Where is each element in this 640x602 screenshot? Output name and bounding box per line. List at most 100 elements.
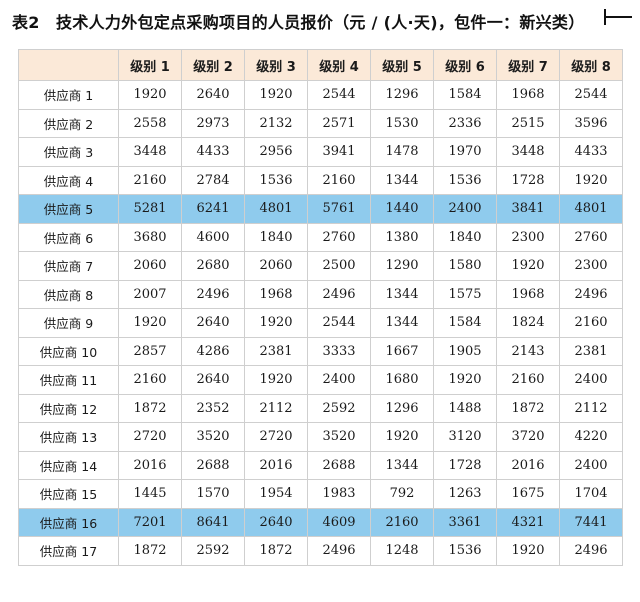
- price-cell: 5761: [307, 194, 371, 224]
- price-cell: 1290: [370, 251, 434, 281]
- price-cell: 2720: [118, 422, 182, 452]
- price-cell: 1840: [433, 222, 497, 252]
- price-cell: 4220: [559, 422, 623, 452]
- supplier-name-cell: 供应商 7: [18, 251, 119, 281]
- price-cell: 2381: [559, 336, 623, 366]
- price-cell: 1296: [370, 80, 434, 110]
- price-cell: 4433: [559, 137, 623, 167]
- price-cell: 1920: [559, 165, 623, 195]
- price-cell: 2352: [181, 393, 245, 423]
- price-cell: 2381: [244, 336, 308, 366]
- price-cell: 1920: [118, 308, 182, 338]
- price-cell: 2300: [496, 222, 560, 252]
- price-cell: 3361: [433, 507, 497, 537]
- price-cell: 1445: [118, 479, 182, 509]
- table-body: 供应商 1 1920 2640 1920 2544 1296 1584 1968 2544 供应商…: [18, 80, 623, 566]
- price-cell: 1478: [370, 137, 434, 167]
- table-title: 表2 技术人力外包定点采购项目的人员报价（元 / (人·天)，包件一：新兴类）: [12, 13, 585, 32]
- supplier-name-cell: 供应商 9: [18, 308, 119, 338]
- price-cell: 2007: [118, 279, 182, 309]
- price-cell: 2300: [559, 251, 623, 281]
- price-cell: 2496: [307, 279, 371, 309]
- price-cell: 4286: [181, 336, 245, 366]
- price-cell: 2500: [307, 251, 371, 281]
- price-cell: 2720: [244, 422, 308, 452]
- price-cell: 1954: [244, 479, 308, 509]
- table-header-corner: [18, 49, 119, 81]
- table-row: 供应商 4 2160 2784 1536 2160 1344 1536 1728 1920: [18, 165, 623, 195]
- table-header-level-5: 级别 5: [370, 49, 434, 81]
- supplier-name-cell: 供应商 15: [18, 479, 119, 509]
- supplier-name-cell: 供应商 17: [18, 536, 119, 566]
- price-cell: 2544: [559, 80, 623, 110]
- price-cell: 792: [370, 479, 434, 509]
- price-cell: 1920: [496, 251, 560, 281]
- table-header-row: 级别 1 级别 2 级别 3 级别 4 级别 5 级别 6 级别 7 级别 8: [18, 49, 623, 81]
- price-cell: 1570: [181, 479, 245, 509]
- price-cell: 3448: [496, 137, 560, 167]
- price-cell: 1580: [433, 251, 497, 281]
- price-cell: 1344: [370, 279, 434, 309]
- table-row: 供应商 13 2720 3520 2720 3520 1920 3120 3720 4220: [18, 422, 623, 452]
- price-cell: 2688: [181, 450, 245, 480]
- price-cell: 1920: [244, 80, 308, 110]
- price-cell: 1263: [433, 479, 497, 509]
- supplier-name-cell: 供应商 12: [18, 393, 119, 423]
- price-cell: 1728: [496, 165, 560, 195]
- price-cell: 4801: [244, 194, 308, 224]
- price-cell: 2760: [307, 222, 371, 252]
- price-cell: 2132: [244, 108, 308, 138]
- price-cell: 3520: [307, 422, 371, 452]
- table-row: 供应商 8 2007 2496 1968 2496 1344 1575 1968 2496: [18, 279, 623, 309]
- price-cell: 1344: [370, 165, 434, 195]
- price-cell: 1488: [433, 393, 497, 423]
- price-cell: 2857: [118, 336, 182, 366]
- price-cell: 1920: [433, 365, 497, 395]
- price-cell: 2336: [433, 108, 497, 138]
- price-cell: 3680: [118, 222, 182, 252]
- price-cell: 1667: [370, 336, 434, 366]
- table-title-row: 表2 技术人力外包定点采购项目的人员报价（元 / (人·天)，包件一：新兴类）: [12, 4, 632, 38]
- table-header-level-1: 级别 1: [118, 49, 182, 81]
- table-row: 供应商 15 1445 1570 1954 1983 792 1263 1675 1704: [18, 479, 623, 509]
- price-cell: 1536: [433, 165, 497, 195]
- price-cell: 2784: [181, 165, 245, 195]
- price-cell: 2160: [118, 365, 182, 395]
- price-cell: 2060: [118, 251, 182, 281]
- table-row: 供应商 7 2060 2680 2060 2500 1290 1580 1920 2300: [18, 251, 623, 281]
- price-cell: 1344: [370, 450, 434, 480]
- price-cell: 3841: [496, 194, 560, 224]
- price-cell: 3941: [307, 137, 371, 167]
- price-cell: 7201: [118, 507, 182, 537]
- price-cell: 1380: [370, 222, 434, 252]
- table-row: 供应商 17 1872 2592 1872 2496 1248 1536 1920 2496: [18, 536, 623, 566]
- supplier-name-cell: 供应商 5: [18, 194, 119, 224]
- price-cell: 4801: [559, 194, 623, 224]
- price-cell: 1584: [433, 308, 497, 338]
- price-cell: 2400: [559, 450, 623, 480]
- table-row: 供应商 16 7201 8641 2640 4609 2160 3361 4321 7441: [18, 507, 623, 537]
- title-end-mark-icon: [604, 9, 634, 25]
- price-cell: 1728: [433, 450, 497, 480]
- price-cell: 2680: [181, 251, 245, 281]
- table-header-level-2: 级别 2: [181, 49, 245, 81]
- price-cell: 2515: [496, 108, 560, 138]
- price-cell: 1920: [496, 536, 560, 566]
- price-cell: 1983: [307, 479, 371, 509]
- table-row: 供应商 5 5281 6241 4801 5761 1440 2400 3841 4801: [18, 194, 623, 224]
- table-header-level-7: 级别 7: [496, 49, 560, 81]
- supplier-name-cell: 供应商 3: [18, 137, 119, 167]
- supplier-name-cell: 供应商 4: [18, 165, 119, 195]
- price-cell: 1872: [118, 393, 182, 423]
- table-header-level-3: 级别 3: [244, 49, 308, 81]
- price-cell: 1840: [244, 222, 308, 252]
- table-row: 供应商 11 2160 2640 1920 2400 1680 1920 2160 2400: [18, 365, 623, 395]
- supplier-name-cell: 供应商 1: [18, 80, 119, 110]
- table-header-level-8: 级别 8: [559, 49, 623, 81]
- price-cell: 2160: [307, 165, 371, 195]
- price-cell: 4609: [307, 507, 371, 537]
- price-cell: 3448: [118, 137, 182, 167]
- price-cell: 2160: [496, 365, 560, 395]
- price-cell: 2688: [307, 450, 371, 480]
- price-cell: 2760: [559, 222, 623, 252]
